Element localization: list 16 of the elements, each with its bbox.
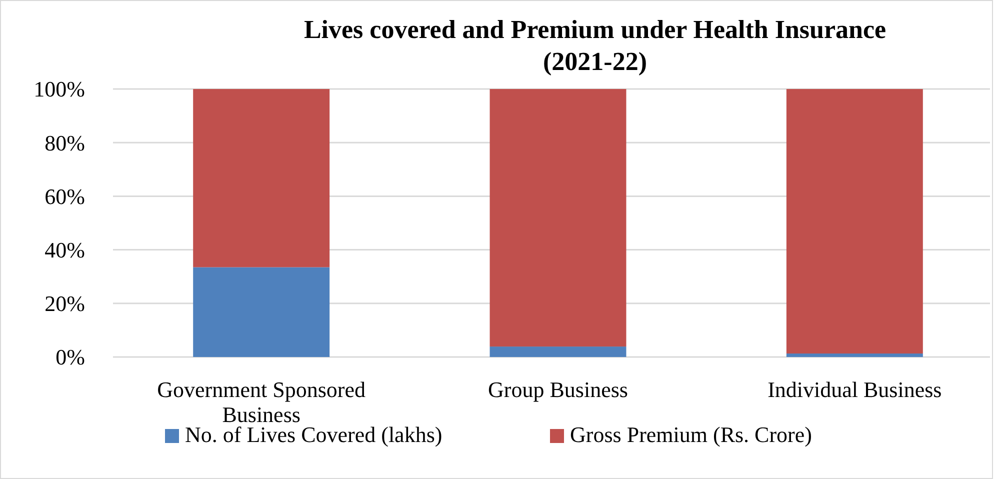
y-tick-label: 40% — [44, 238, 85, 262]
bar — [786, 89, 923, 354]
bar — [786, 354, 923, 357]
legend-label: Gross Premium (Rs. Crore) — [570, 422, 812, 447]
x-tick-label: Individual Business — [768, 377, 942, 402]
chart-title: Lives covered and Premium under Health Insurance (2021-22) — [304, 15, 886, 76]
bar — [490, 89, 626, 347]
y-tick-label: 80% — [44, 130, 85, 156]
y-tick-label: 20% — [44, 291, 85, 316]
bar — [490, 346, 626, 357]
y-tick-label: 100% — [34, 76, 85, 102]
x-tick-label: Group Business — [488, 377, 628, 402]
y-tick-label: 60% — [44, 184, 85, 209]
bar — [193, 89, 330, 268]
y-tick-label: 0% — [56, 344, 85, 370]
bar — [193, 267, 330, 357]
